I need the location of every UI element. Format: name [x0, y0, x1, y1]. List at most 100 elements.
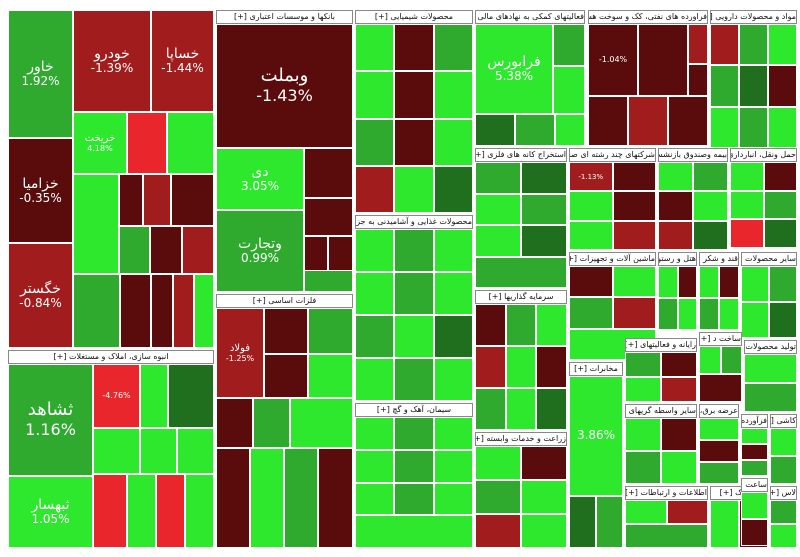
stock-tile[interactable] [710, 500, 739, 548]
stock-tile[interactable] [661, 451, 697, 484]
stock-tile[interactable] [612, 266, 656, 298]
stock-tile[interactable] [661, 377, 697, 402]
stock-tile[interactable] [304, 270, 353, 292]
stock-tile[interactable]: خگستر -0.84% [8, 243, 73, 348]
stock-tile[interactable] [699, 374, 742, 402]
stock-tile[interactable] [433, 272, 473, 315]
stock-tile[interactable] [699, 266, 719, 298]
stock-tile[interactable]: خریخت 4.18% [73, 112, 127, 174]
stock-tile[interactable] [250, 448, 284, 548]
stock-tile[interactable] [741, 302, 769, 338]
stock-tile[interactable] [768, 65, 797, 107]
stock-tile[interactable] [625, 451, 661, 484]
stock-tile[interactable] [355, 118, 395, 166]
stock-tile[interactable] [719, 266, 739, 298]
stock-tile[interactable] [290, 398, 353, 448]
stock-tile[interactable] [710, 24, 739, 66]
stock-tile[interactable] [355, 449, 395, 483]
stock-tile[interactable] [763, 190, 797, 220]
stock-tile[interactable] [264, 308, 308, 354]
stock-tile[interactable] [505, 304, 537, 346]
stock-tile[interactable]: فرابورس 5.38% [475, 24, 553, 114]
stock-tile[interactable] [475, 480, 521, 514]
stock-tile[interactable]: -4.76% [93, 364, 140, 428]
stock-tile[interactable] [693, 191, 728, 221]
stock-tile[interactable] [770, 524, 797, 548]
stock-tile[interactable] [658, 220, 693, 250]
stock-tile[interactable] [677, 266, 697, 298]
stock-tile[interactable] [355, 482, 395, 516]
stock-tile[interactable] [140, 364, 168, 428]
stock-tile[interactable] [710, 106, 739, 148]
stock-tile[interactable] [475, 346, 506, 388]
stock-tile[interactable] [171, 174, 214, 226]
stock-tile[interactable] [666, 500, 708, 524]
stock-tile[interactable] [253, 398, 290, 448]
stock-tile[interactable] [394, 24, 434, 72]
stock-tile[interactable] [769, 266, 797, 302]
stock-tile[interactable] [433, 315, 473, 358]
stock-tile[interactable] [536, 388, 567, 430]
stock-tile[interactable] [741, 444, 768, 460]
stock-tile[interactable] [433, 165, 473, 213]
stock-tile[interactable] [770, 500, 797, 524]
stock-tile[interactable] [770, 456, 797, 484]
stock-tile[interactable] [739, 24, 768, 66]
stock-tile[interactable] [93, 428, 140, 474]
stock-tile[interactable] [216, 448, 250, 548]
stock-tile[interactable] [167, 112, 214, 174]
sector-title[interactable]: لاس [+] [770, 486, 797, 500]
sector-title[interactable]: مخابرات [+] [569, 362, 623, 376]
sector-title[interactable]: ساعت [+] [741, 478, 768, 492]
stock-tile[interactable] [394, 272, 434, 315]
stock-tile[interactable] [739, 106, 768, 148]
stock-tile[interactable] [127, 112, 167, 174]
stock-tile[interactable] [475, 256, 567, 288]
stock-tile[interactable] [394, 417, 434, 450]
stock-tile[interactable] [475, 514, 521, 548]
stock-tile[interactable] [699, 298, 719, 330]
stock-tile[interactable] [151, 274, 173, 348]
stock-tile[interactable]: ثبهسار 1.05% [8, 476, 93, 548]
sector-title[interactable]: زراعت و خدمات وابسته [+] [475, 432, 567, 446]
stock-tile[interactable] [475, 388, 506, 430]
stock-tile[interactable] [433, 24, 473, 72]
stock-tile[interactable] [730, 190, 764, 220]
stock-tile[interactable] [521, 480, 567, 514]
stock-tile[interactable] [555, 114, 585, 146]
stock-tile[interactable] [569, 496, 596, 548]
stock-tile[interactable] [394, 358, 434, 401]
sector-title[interactable]: محصولات غذایی و آشامیدنی به جز قند و شکر… [355, 215, 473, 229]
stock-tile[interactable] [699, 346, 721, 374]
stock-tile[interactable] [355, 24, 395, 72]
stock-tile[interactable] [661, 352, 697, 377]
stock-tile[interactable] [612, 297, 656, 329]
sector-title[interactable]: فرآورده های [+] [741, 414, 768, 428]
stock-tile[interactable] [355, 315, 395, 358]
stock-tile[interactable] [730, 162, 764, 191]
stock-tile[interactable] [553, 66, 585, 114]
stock-tile[interactable] [475, 446, 521, 480]
stock-tile[interactable] [658, 162, 693, 192]
sector-title[interactable]: استخراج کانه های فلزی [+] [475, 148, 567, 162]
stock-tile[interactable] [661, 418, 697, 451]
stock-tile[interactable] [569, 220, 613, 250]
stock-tile[interactable] [156, 474, 185, 548]
stock-tile[interactable]: دی 3.05% [216, 148, 304, 210]
stock-tile[interactable] [741, 519, 768, 546]
stock-tile[interactable] [304, 198, 353, 236]
stock-tile[interactable] [515, 114, 555, 146]
stock-tile[interactable] [73, 274, 120, 348]
stock-tile[interactable] [763, 162, 797, 191]
stock-tile[interactable] [769, 302, 797, 338]
stock-tile[interactable] [355, 165, 395, 213]
stock-tile[interactable] [185, 474, 214, 548]
stock-tile[interactable] [308, 354, 353, 398]
stock-tile[interactable] [693, 162, 728, 192]
stock-tile[interactable] [625, 524, 708, 548]
stock-tile[interactable] [768, 24, 797, 66]
stock-tile[interactable] [719, 298, 739, 330]
stock-tile[interactable] [693, 220, 728, 250]
stock-tile[interactable] [140, 428, 177, 474]
stock-tile[interactable] [625, 352, 661, 377]
